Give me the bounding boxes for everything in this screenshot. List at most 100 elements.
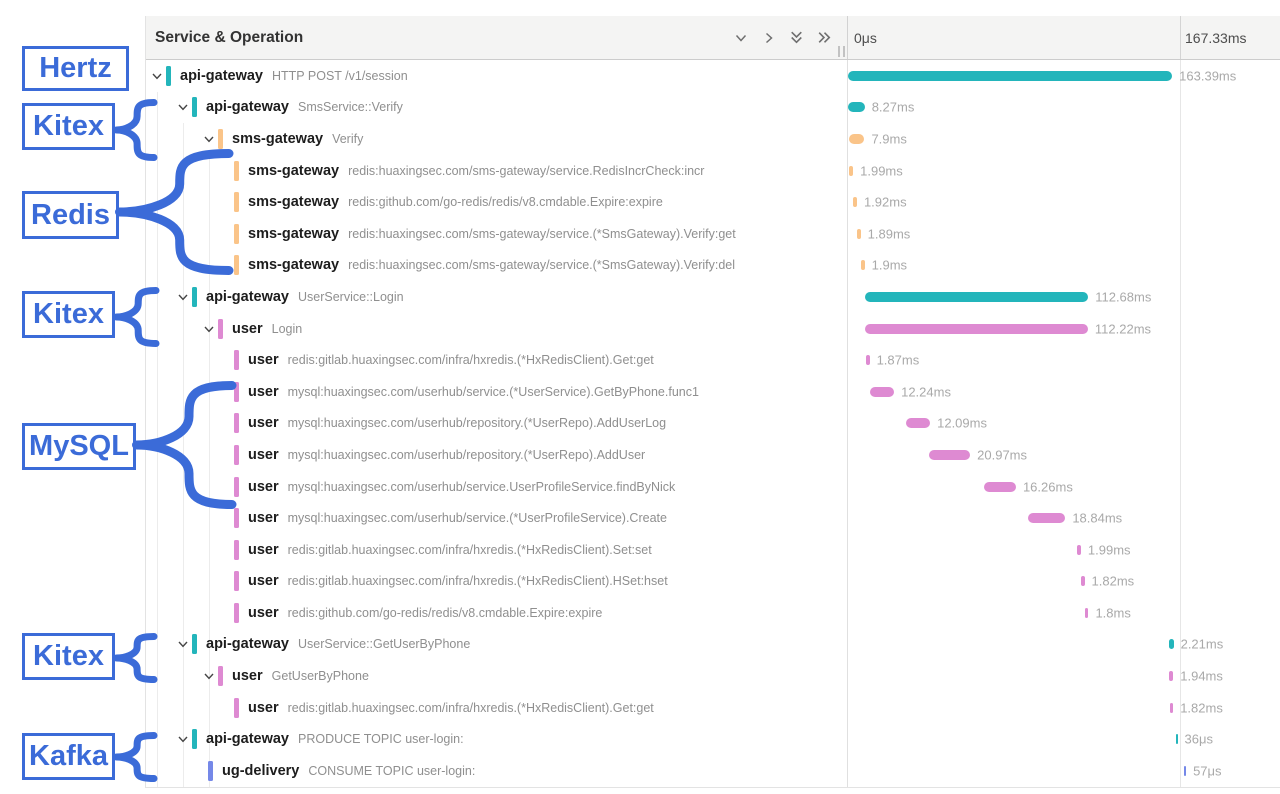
- span-name-cell[interactable]: api-gateway SmsService::Verify: [146, 97, 848, 118]
- span-duration-bar[interactable]: [864, 291, 1089, 302]
- chevron-down-icon[interactable]: [202, 132, 218, 146]
- span-row[interactable]: api-gateway UserService::Login 112.68ms: [146, 281, 1280, 313]
- span-row[interactable]: user mysql:huaxingsec.com/userhub/servic…: [146, 502, 1280, 534]
- span-timeline-cell[interactable]: 1.89ms: [848, 218, 1280, 250]
- span-name-cell[interactable]: sms-gateway redis:github.com/go-redis/re…: [146, 192, 848, 213]
- span-duration-bar[interactable]: [1184, 765, 1187, 776]
- span-timeline-cell[interactable]: 36μs: [848, 723, 1280, 755]
- span-duration-bar[interactable]: [1169, 639, 1174, 650]
- span-duration-bar[interactable]: [865, 323, 1088, 334]
- span-timeline-cell[interactable]: 57μs: [848, 755, 1280, 787]
- span-duration-bar[interactable]: [1080, 576, 1085, 587]
- span-duration-bar[interactable]: [865, 355, 870, 366]
- span-name-cell[interactable]: user mysql:huaxingsec.com/userhub/reposi…: [146, 413, 848, 434]
- span-name-cell[interactable]: user GetUserByPhone: [146, 666, 848, 687]
- span-duration-bar[interactable]: [848, 102, 865, 113]
- span-duration-bar[interactable]: [848, 70, 1173, 81]
- span-row[interactable]: user redis:gitlab.huaxingsec.com/infra/h…: [146, 344, 1280, 376]
- span-timeline-cell[interactable]: 16.26ms: [848, 471, 1280, 503]
- span-name-cell[interactable]: api-gateway UserService::Login: [146, 286, 848, 307]
- span-timeline-cell[interactable]: 7.9ms: [848, 123, 1280, 155]
- span-row[interactable]: api-gateway UserService::GetUserByPhone …: [146, 629, 1280, 661]
- expand-all-icon[interactable]: [816, 29, 833, 46]
- span-timeline-cell[interactable]: 18.84ms: [848, 502, 1280, 534]
- span-row[interactable]: user Login 112.22ms: [146, 313, 1280, 345]
- span-name-cell[interactable]: ug-delivery CONSUME TOPIC user-login:: [146, 760, 848, 781]
- expand-one-icon[interactable]: [760, 29, 777, 46]
- span-name-cell[interactable]: user Login: [146, 318, 848, 339]
- span-row[interactable]: sms-gateway redis:github.com/go-redis/re…: [146, 186, 1280, 218]
- chevron-down-icon[interactable]: [150, 69, 166, 83]
- span-name-cell[interactable]: user redis:gitlab.huaxingsec.com/infra/h…: [146, 697, 848, 718]
- collapse-all-icon[interactable]: [788, 29, 805, 46]
- column-resize-handle[interactable]: [838, 46, 845, 57]
- span-name-cell[interactable]: sms-gateway redis:huaxingsec.com/sms-gat…: [146, 223, 848, 244]
- span-row[interactable]: api-gateway HTTP POST /v1/session 163.39…: [146, 60, 1280, 92]
- span-timeline-cell[interactable]: 1.99ms: [848, 534, 1280, 566]
- chevron-down-icon[interactable]: [176, 637, 192, 651]
- span-duration-bar[interactable]: [848, 133, 865, 144]
- span-timeline-cell[interactable]: 1.82ms: [848, 566, 1280, 598]
- chevron-down-icon[interactable]: [202, 669, 218, 683]
- span-row[interactable]: user redis:gitlab.huaxingsec.com/infra/h…: [146, 692, 1280, 724]
- span-row[interactable]: sms-gateway redis:huaxingsec.com/sms-gat…: [146, 218, 1280, 250]
- span-timeline-cell[interactable]: 12.09ms: [848, 408, 1280, 440]
- span-timeline-cell[interactable]: 2.21ms: [848, 629, 1280, 661]
- span-row[interactable]: sms-gateway Verify 7.9ms: [146, 123, 1280, 155]
- chevron-down-icon[interactable]: [176, 290, 192, 304]
- tree-timeline-divider[interactable]: [847, 60, 848, 787]
- span-row[interactable]: user redis:github.com/go-redis/redis/v8.…: [146, 597, 1280, 629]
- span-timeline-cell[interactable]: 1.99ms: [848, 155, 1280, 187]
- span-duration-bar[interactable]: [849, 165, 854, 176]
- span-duration-bar[interactable]: [906, 418, 931, 429]
- span-timeline-cell[interactable]: 1.82ms: [848, 692, 1280, 724]
- span-duration-bar[interactable]: [1027, 513, 1066, 524]
- span-duration-bar[interactable]: [856, 228, 861, 239]
- span-name-cell[interactable]: user redis:gitlab.huaxingsec.com/infra/h…: [146, 571, 848, 592]
- span-duration-bar[interactable]: [853, 197, 857, 208]
- span-duration-bar[interactable]: [869, 386, 895, 397]
- span-name-cell[interactable]: user redis:github.com/go-redis/redis/v8.…: [146, 602, 848, 623]
- span-timeline-cell[interactable]: 20.97ms: [848, 439, 1280, 471]
- span-duration-bar[interactable]: [1175, 734, 1178, 745]
- span-name-cell[interactable]: user mysql:huaxingsec.com/userhub/servic…: [146, 508, 848, 529]
- span-timeline-cell[interactable]: 12.24ms: [848, 376, 1280, 408]
- span-name-cell[interactable]: sms-gateway redis:huaxingsec.com/sms-gat…: [146, 160, 848, 181]
- span-row[interactable]: user redis:gitlab.huaxingsec.com/infra/h…: [146, 566, 1280, 598]
- span-name-cell[interactable]: api-gateway PRODUCE TOPIC user-login:: [146, 729, 848, 750]
- span-name-cell[interactable]: user mysql:huaxingsec.com/userhub/servic…: [146, 381, 848, 402]
- span-duration-bar[interactable]: [983, 481, 1016, 492]
- chevron-down-icon[interactable]: [176, 732, 192, 746]
- span-name-cell[interactable]: user mysql:huaxingsec.com/userhub/reposi…: [146, 444, 848, 465]
- span-row[interactable]: api-gateway SmsService::Verify 8.27ms: [146, 92, 1280, 124]
- span-name-cell[interactable]: user redis:gitlab.huaxingsec.com/infra/h…: [146, 539, 848, 560]
- span-row[interactable]: user GetUserByPhone 1.94ms: [146, 660, 1280, 692]
- span-timeline-cell[interactable]: 1.8ms: [848, 597, 1280, 629]
- span-duration-bar[interactable]: [1169, 671, 1174, 682]
- span-timeline-cell[interactable]: 1.9ms: [848, 250, 1280, 282]
- span-timeline-cell[interactable]: 1.92ms: [848, 186, 1280, 218]
- collapse-one-icon[interactable]: [732, 29, 749, 46]
- span-row[interactable]: user redis:gitlab.huaxingsec.com/infra/h…: [146, 534, 1280, 566]
- span-timeline-cell[interactable]: 1.87ms: [848, 344, 1280, 376]
- span-timeline-cell[interactable]: 1.94ms: [848, 660, 1280, 692]
- span-row[interactable]: user mysql:huaxingsec.com/userhub/servic…: [146, 471, 1280, 503]
- span-duration-bar[interactable]: [860, 260, 865, 271]
- span-row[interactable]: ug-delivery CONSUME TOPIC user-login: 57…: [146, 755, 1280, 787]
- span-timeline-cell[interactable]: 112.68ms: [848, 281, 1280, 313]
- span-row[interactable]: sms-gateway redis:huaxingsec.com/sms-gat…: [146, 155, 1280, 187]
- span-timeline-cell[interactable]: 112.22ms: [848, 313, 1280, 345]
- span-name-cell[interactable]: user redis:gitlab.huaxingsec.com/infra/h…: [146, 350, 848, 371]
- span-name-cell[interactable]: api-gateway UserService::GetUserByPhone: [146, 634, 848, 655]
- span-duration-bar[interactable]: [1076, 544, 1081, 555]
- span-name-cell[interactable]: sms-gateway Verify: [146, 128, 848, 149]
- span-row[interactable]: user mysql:huaxingsec.com/userhub/servic…: [146, 376, 1280, 408]
- span-row[interactable]: user mysql:huaxingsec.com/userhub/reposi…: [146, 439, 1280, 471]
- span-duration-bar[interactable]: [928, 449, 971, 460]
- span-row[interactable]: sms-gateway redis:huaxingsec.com/sms-gat…: [146, 250, 1280, 282]
- chevron-down-icon[interactable]: [176, 100, 192, 114]
- span-timeline-cell[interactable]: 163.39ms: [848, 60, 1280, 92]
- span-name-cell[interactable]: user mysql:huaxingsec.com/userhub/servic…: [146, 476, 848, 497]
- span-name-cell[interactable]: api-gateway HTTP POST /v1/session: [146, 65, 848, 86]
- span-duration-bar[interactable]: [1169, 702, 1174, 713]
